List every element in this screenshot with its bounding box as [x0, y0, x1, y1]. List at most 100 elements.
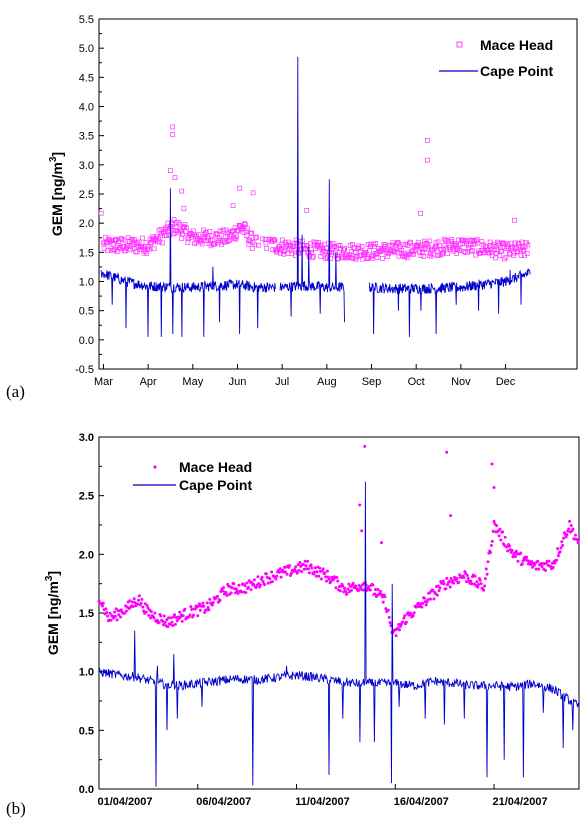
mace-head-point	[562, 536, 566, 540]
mace-head-point	[117, 613, 121, 617]
mace-head-point	[279, 575, 283, 579]
mace-head-point	[354, 254, 359, 260]
mace-head-point	[327, 577, 331, 581]
mace-head-point	[313, 566, 317, 570]
y-tick-label: 1.5	[79, 247, 94, 259]
mace-head-point	[456, 237, 461, 243]
mace-head-point	[380, 247, 386, 253]
mace-head-point	[317, 574, 321, 578]
mace-head-point	[432, 597, 436, 601]
mace-head-point	[403, 614, 407, 618]
mace-head-point	[123, 248, 128, 254]
mace-head-point	[303, 559, 307, 563]
mace-head-point	[362, 250, 368, 256]
mace-head-point	[421, 254, 426, 259]
mace-head-point	[479, 239, 485, 244]
mace-head-point	[237, 583, 241, 587]
mace-head-point	[152, 616, 156, 620]
mace-head-point	[398, 628, 402, 632]
mace-head-point	[310, 566, 314, 570]
mace-head-point	[173, 622, 177, 626]
mace-head-point	[341, 247, 347, 253]
mace-head-point	[147, 613, 151, 617]
mace-head-point	[500, 240, 505, 246]
mace-head-point	[119, 608, 123, 612]
mace-head-point	[493, 250, 499, 256]
mace-head-point	[264, 246, 269, 251]
mace-head-point	[349, 588, 353, 592]
mace-head-point	[365, 256, 370, 261]
mace-head-point	[359, 244, 365, 250]
mace-head-point	[108, 611, 112, 615]
mace-head-point	[331, 578, 335, 582]
mace-head-point	[568, 519, 572, 523]
mace-head-point	[516, 241, 522, 246]
mace-head-point	[100, 604, 104, 608]
mace-head-point	[406, 240, 412, 246]
mace-head-point	[207, 608, 211, 612]
mace-head-point	[266, 581, 270, 585]
x-tick-label: Dec	[496, 376, 516, 388]
mace-head-point	[383, 595, 387, 599]
mace-head-point	[245, 226, 250, 232]
mace-head-point	[547, 559, 551, 563]
mace-head-point	[343, 586, 347, 590]
x-tick-label: May	[182, 376, 203, 388]
mace-head-point	[431, 588, 435, 592]
mace-head-point	[424, 603, 428, 607]
mace-head-point	[483, 584, 487, 588]
mace-head-point	[461, 249, 467, 254]
mace-head-point	[318, 254, 324, 259]
mace-head-point	[175, 619, 179, 623]
mace-head-point	[188, 613, 192, 617]
mace-head-point	[478, 578, 482, 582]
mace-head-point	[435, 593, 439, 597]
mace-head-point	[280, 249, 286, 255]
mace-head-point	[553, 561, 557, 565]
mace-head-point	[242, 221, 248, 226]
mace-head-point	[559, 546, 563, 550]
mace-head-point	[497, 253, 503, 259]
mace-head-point	[289, 251, 295, 257]
mace-head-point	[149, 610, 153, 614]
y-tick-label: 5.5	[79, 14, 94, 26]
mace-head-point	[525, 555, 529, 559]
mace-head-point	[310, 253, 316, 259]
mace-head-point	[243, 584, 247, 588]
mace-head-point	[404, 620, 408, 624]
mace-head-point	[321, 567, 325, 571]
mace-head-point	[356, 589, 360, 593]
mace-head-point	[292, 246, 298, 252]
mace-head-point	[263, 240, 269, 246]
y-tick-label: 3.5	[79, 131, 94, 143]
mace-head-point	[278, 567, 282, 571]
mace-head-point	[486, 560, 490, 564]
mace-head-point	[325, 240, 331, 246]
mace-head-point	[475, 580, 479, 584]
mace-head-point	[558, 550, 562, 554]
mace-head-point	[489, 249, 494, 255]
mace-head-point	[325, 569, 329, 573]
mace-head-point	[394, 241, 400, 246]
x-tick-label: 16/04/2007	[394, 796, 449, 808]
mace-head-point	[328, 256, 333, 261]
mace-head-point	[204, 608, 208, 612]
mace-head-point	[492, 519, 496, 523]
mace-head-point	[443, 238, 448, 243]
mace-head-point	[334, 586, 338, 590]
mace-head-point	[230, 203, 236, 209]
mace-head-point	[444, 238, 450, 243]
mace-head-point	[469, 248, 475, 253]
mace-head-point	[567, 527, 571, 531]
mace-head-point	[136, 602, 140, 606]
mace-head-point	[495, 239, 501, 245]
mace-head-point	[264, 572, 268, 576]
mace-head-point	[361, 588, 365, 592]
mace-head-point	[235, 227, 241, 233]
mace-head-point	[387, 615, 391, 619]
y-tick-label: 1.0	[79, 667, 94, 679]
mace-head-point	[511, 253, 516, 258]
mace-head-point	[131, 242, 136, 248]
mace-head-point	[140, 597, 144, 601]
y-tick-label: 4.0	[79, 102, 94, 114]
